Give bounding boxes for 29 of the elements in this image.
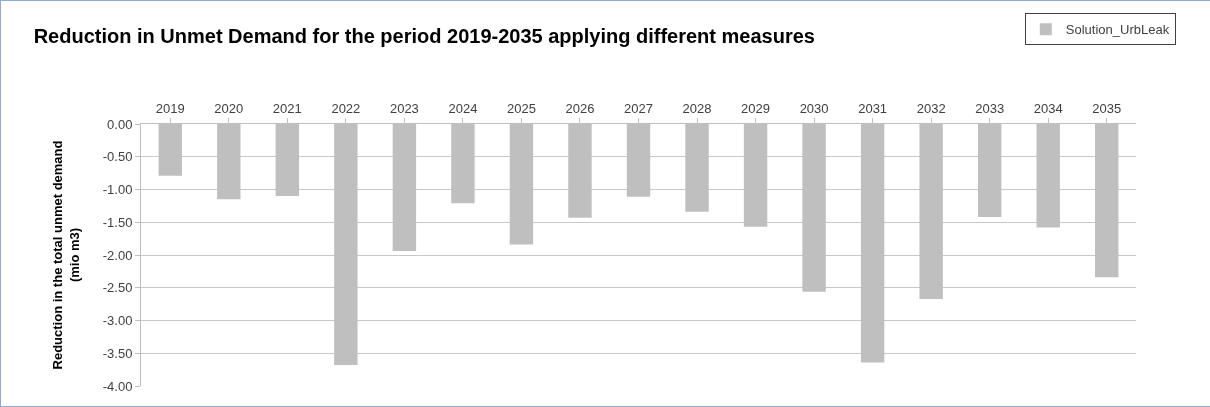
x-tick-label: 2028 [682, 100, 712, 116]
y-tick-label: -2.00 [102, 247, 133, 263]
x-tick-label: 2035 [1092, 100, 1122, 116]
y-axis-title: Reduction in the total unmet demand (mio m3) [49, 140, 82, 370]
x-tick-label: 2029 [741, 100, 771, 116]
x-tick-label: 2027 [624, 100, 653, 116]
x-tick-label: 2021 [272, 100, 302, 116]
x-tick-label: 2030 [799, 100, 829, 116]
y-tick-label: -2.50 [102, 280, 133, 296]
y-tick-label: -4.00 [102, 378, 133, 394]
x-tick-label: 2022 [331, 100, 361, 116]
y-tick-label: -3.00 [102, 313, 133, 329]
x-tick-label: 2020 [214, 100, 244, 116]
x-tick-label: 2024 [448, 100, 478, 116]
y-tick-label: -0.50 [102, 149, 133, 165]
x-tick-label: 2026 [565, 100, 595, 116]
y-tick-label: 0.00 [107, 116, 133, 132]
x-tick-label: 2031 [858, 100, 888, 116]
chart-title: Reduction in Unmet Demand for the period 2019-2035 applying different measures [33, 25, 815, 48]
x-tick-label: 2032 [916, 100, 946, 116]
y-tick-label: -1.50 [102, 214, 133, 230]
legend-label: Solution_UrbLeak [1065, 22, 1170, 38]
x-tick-label: 2019 [155, 100, 185, 116]
y-tick-label: -1.00 [102, 182, 133, 198]
x-tick-label: 2025 [506, 100, 536, 116]
x-tick-label: 2033 [975, 100, 1005, 116]
x-tick-label: 2023 [389, 100, 419, 116]
y-tick-label: -3.50 [102, 345, 133, 361]
x-tick-label: 2034 [1033, 100, 1063, 116]
